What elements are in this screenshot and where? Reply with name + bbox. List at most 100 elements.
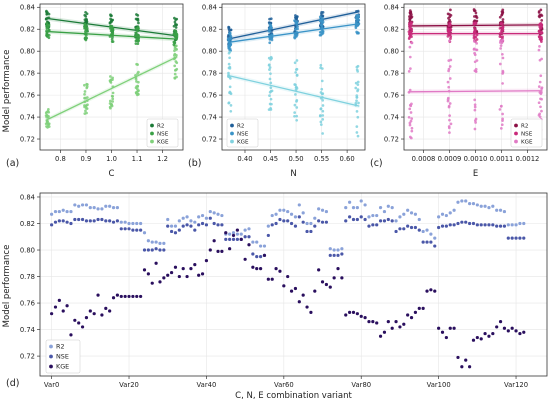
point-kge	[409, 111, 413, 114]
point-kge	[448, 114, 451, 117]
point-kge	[354, 101, 358, 105]
point-kge	[340, 276, 344, 280]
point-r2	[127, 221, 131, 226]
point-r2	[268, 17, 271, 21]
point-kge	[295, 67, 299, 71]
point-r2	[65, 209, 69, 214]
point-kge	[456, 355, 460, 360]
point-r2	[123, 220, 127, 224]
point-kge	[158, 280, 162, 284]
point-nse	[136, 29, 139, 33]
point-nse	[499, 21, 503, 25]
point-kge	[402, 322, 406, 326]
point-nse	[57, 219, 61, 223]
x-tick-label: 0.55	[314, 155, 329, 163]
point-r2	[131, 221, 135, 226]
point-nse	[409, 21, 413, 25]
point-kge	[301, 293, 305, 297]
point-r2	[200, 213, 205, 218]
point-kge	[77, 321, 81, 325]
point-kge	[212, 239, 216, 243]
point-nse	[452, 223, 456, 227]
point-kge	[47, 125, 51, 128]
legend-label-nse: NSE	[237, 132, 249, 138]
point-kge	[501, 112, 504, 116]
point-r2	[309, 221, 313, 226]
point-kge	[269, 107, 272, 110]
y-tick-label: 0.74	[20, 326, 35, 334]
point-kge	[319, 123, 323, 127]
point-kge	[259, 266, 263, 271]
point-r2	[111, 205, 116, 210]
point-nse	[460, 220, 464, 224]
point-kge	[173, 64, 177, 68]
point-nse	[407, 30, 411, 34]
point-nse	[332, 253, 336, 257]
point-r2	[251, 240, 255, 244]
legend-marker-r2	[514, 123, 518, 128]
point-nse	[109, 26, 113, 30]
point-r2	[259, 244, 263, 248]
point-kge	[239, 237, 243, 242]
point-nse	[84, 24, 88, 27]
point-kge	[487, 334, 491, 338]
point-nse	[328, 253, 332, 257]
point-nse	[169, 229, 174, 234]
point-r2	[208, 209, 212, 214]
point-kge	[407, 70, 411, 73]
point-r2	[386, 204, 390, 208]
y-tick-label: 0.84	[20, 193, 35, 201]
point-r2	[538, 13, 542, 17]
legend-box	[226, 118, 259, 148]
point-nse	[402, 227, 406, 231]
x-tick-label: Var80	[351, 381, 371, 389]
point-kge	[448, 65, 452, 68]
point-kge	[473, 60, 477, 64]
point-r2	[185, 215, 189, 219]
point-r2	[231, 231, 236, 235]
y-tick-label: 0.80	[384, 48, 399, 56]
point-kge	[344, 313, 348, 317]
point-nse	[522, 236, 526, 240]
point-nse	[135, 26, 139, 30]
point-nse	[235, 237, 239, 242]
legend-marker-nse	[49, 354, 53, 359]
point-kge	[270, 89, 274, 93]
x-tick-label: 1.1	[132, 155, 143, 163]
point-kge	[473, 51, 476, 55]
bottom-ylabel: Model performance	[2, 245, 12, 328]
point-nse	[475, 38, 479, 41]
legend: R2 NSE KGE	[226, 118, 259, 148]
point-kge	[270, 277, 274, 281]
point-kge	[53, 305, 58, 309]
point-kge	[235, 228, 239, 232]
point-nse	[154, 247, 158, 251]
point-kge	[46, 109, 50, 113]
point-kge	[127, 294, 131, 299]
point-nse	[185, 223, 189, 227]
point-r2	[262, 244, 267, 248]
point-kge	[355, 110, 359, 113]
point-nse	[84, 37, 87, 41]
point-r2	[471, 202, 476, 206]
point-kge	[444, 335, 448, 340]
point-nse	[444, 224, 448, 228]
point-r2	[158, 241, 162, 245]
point-nse	[408, 27, 412, 30]
point-nse	[134, 39, 138, 43]
x-tick-label: Var0	[44, 381, 59, 389]
point-kge	[410, 117, 414, 120]
point-r2	[425, 228, 429, 232]
point-kge	[154, 261, 158, 265]
point-nse	[506, 236, 510, 240]
point-nse	[355, 217, 359, 222]
point-kge	[309, 310, 313, 314]
legend: R2 NSE KGE	[510, 118, 543, 148]
point-kge	[50, 312, 54, 316]
point-r2	[142, 231, 147, 235]
point-kge	[228, 50, 232, 54]
point-kge	[319, 63, 323, 67]
point-kge	[204, 259, 209, 263]
point-r2	[390, 205, 394, 210]
point-r2	[456, 200, 460, 204]
